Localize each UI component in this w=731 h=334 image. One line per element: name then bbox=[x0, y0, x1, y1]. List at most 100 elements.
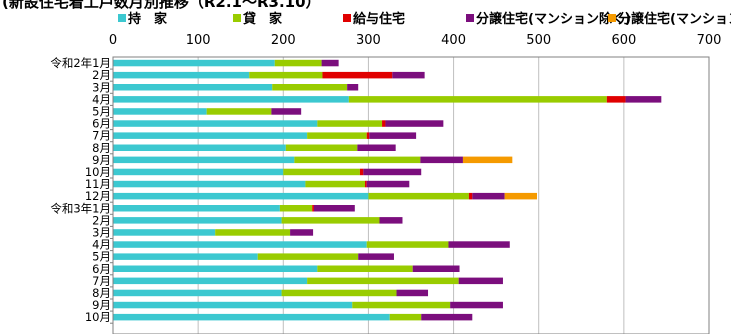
x-tick-label: 0 bbox=[109, 33, 117, 48]
bar-segment bbox=[113, 277, 308, 285]
y-tick-label: 4月 bbox=[92, 238, 111, 252]
bar-segment bbox=[412, 265, 460, 272]
bar-segment bbox=[348, 96, 607, 103]
bar-segment bbox=[307, 132, 367, 139]
bar-segment bbox=[206, 108, 272, 115]
bar-segment bbox=[113, 84, 273, 91]
bar-segment bbox=[290, 229, 314, 236]
bar-segment bbox=[113, 241, 367, 248]
bar-segment bbox=[368, 192, 469, 200]
bar-segment bbox=[113, 289, 282, 297]
bar-segment bbox=[385, 120, 444, 127]
bar-segment bbox=[113, 265, 318, 272]
legend-swatch bbox=[466, 14, 474, 22]
bar-segment bbox=[257, 253, 359, 260]
bar-segment bbox=[472, 192, 505, 200]
bar-segment bbox=[366, 132, 370, 139]
x-tick-label: 400 bbox=[441, 33, 466, 48]
x-tick-label: 500 bbox=[526, 33, 551, 48]
bar-segment bbox=[363, 168, 422, 176]
bar-segment bbox=[392, 71, 425, 79]
y-tick-label: 11月 bbox=[85, 177, 111, 191]
bar-segment bbox=[113, 144, 286, 151]
legend-swatch bbox=[608, 14, 616, 22]
legend-swatch bbox=[343, 14, 351, 22]
legend-label: 分譲住宅(マンション除く) bbox=[476, 11, 631, 27]
bar-segment bbox=[366, 180, 410, 188]
legend-label: 貸 家 bbox=[243, 11, 283, 27]
y-tick-label: 令和3年1月 bbox=[50, 201, 111, 215]
y-tick-label: 6月 bbox=[92, 117, 111, 131]
bar-segment bbox=[281, 289, 397, 297]
bar-segment bbox=[421, 313, 473, 321]
bar-segment bbox=[113, 168, 284, 176]
bar-segment bbox=[321, 59, 339, 67]
bar-segment bbox=[365, 180, 367, 188]
bar-segment bbox=[382, 120, 386, 127]
legend-label: 給与住宅 bbox=[353, 11, 405, 27]
bar-segment bbox=[389, 313, 422, 321]
bars bbox=[113, 59, 662, 321]
bar-segment bbox=[366, 241, 449, 248]
bar-segment bbox=[504, 192, 538, 200]
y-tick-label: 7月 bbox=[92, 129, 111, 143]
chart-title: (新設住宅着工戸数月別推移（R2.1～R3.10） bbox=[2, 0, 321, 11]
bar-segment bbox=[468, 192, 473, 200]
x-tick-label: 700 bbox=[697, 33, 722, 48]
x-tick-label: 300 bbox=[356, 33, 381, 48]
bar-segment bbox=[113, 71, 250, 79]
bar-segment bbox=[396, 289, 429, 297]
bar-segment bbox=[283, 168, 360, 176]
x-tick-label: 200 bbox=[271, 33, 296, 48]
x-tick-label: 600 bbox=[611, 33, 636, 48]
bar-segment bbox=[312, 205, 314, 212]
bar-segment bbox=[357, 144, 396, 151]
bar-segment bbox=[113, 59, 275, 67]
bar-segment bbox=[113, 217, 282, 224]
bar-segment bbox=[606, 96, 626, 103]
bar-segment bbox=[113, 108, 207, 115]
bar-segment bbox=[379, 217, 403, 224]
bar-segment bbox=[625, 96, 662, 103]
bar-segment bbox=[313, 205, 355, 212]
bar-segment bbox=[307, 277, 459, 285]
y-tick-label: 3月 bbox=[92, 80, 111, 94]
bar-segment bbox=[113, 313, 390, 321]
y-tick-label: 6月 bbox=[92, 262, 111, 276]
legend-swatch bbox=[233, 14, 241, 22]
bar-segment bbox=[113, 132, 308, 139]
bar-segment bbox=[448, 241, 510, 248]
y-tick-label: 5月 bbox=[92, 104, 111, 118]
bar-segment bbox=[281, 217, 380, 224]
y-tick-label: 4月 bbox=[92, 92, 111, 106]
y-tick-label: 10月 bbox=[85, 165, 111, 179]
bar-segment bbox=[271, 108, 302, 115]
legend-label: 分譲住宅(マンション) bbox=[618, 11, 731, 27]
bar-segment bbox=[420, 156, 463, 164]
bar-segment bbox=[113, 253, 258, 260]
y-tick-label: 令和2年1月 bbox=[50, 56, 111, 70]
plot-area-frame bbox=[112, 56, 710, 334]
bar-segment bbox=[305, 180, 366, 188]
bar-segment bbox=[272, 84, 348, 91]
bar-segment bbox=[317, 265, 413, 272]
legend-label: 持 家 bbox=[128, 11, 168, 27]
bar-segment bbox=[113, 120, 318, 127]
bar-segment bbox=[113, 229, 216, 236]
legend-swatch bbox=[118, 14, 126, 22]
y-tick-label: 12月 bbox=[85, 189, 111, 203]
y-tick-label: 9月 bbox=[92, 153, 111, 167]
bar-segment bbox=[352, 301, 451, 309]
bar-segment bbox=[215, 229, 291, 236]
legend: 持 家 貸 家 給与住宅 分譲住宅(マンション除く)分譲住宅(マンション) bbox=[118, 11, 731, 27]
bar-segment bbox=[113, 301, 353, 309]
bar-segment bbox=[113, 96, 349, 103]
bar-segment bbox=[113, 205, 280, 212]
bar-segment bbox=[358, 253, 394, 260]
y-tick-label: 2月 bbox=[92, 213, 111, 227]
bar-segment bbox=[347, 84, 359, 91]
y-tick-label: 3月 bbox=[92, 225, 111, 239]
bar-segment bbox=[317, 120, 383, 127]
bar-segment bbox=[279, 205, 313, 212]
